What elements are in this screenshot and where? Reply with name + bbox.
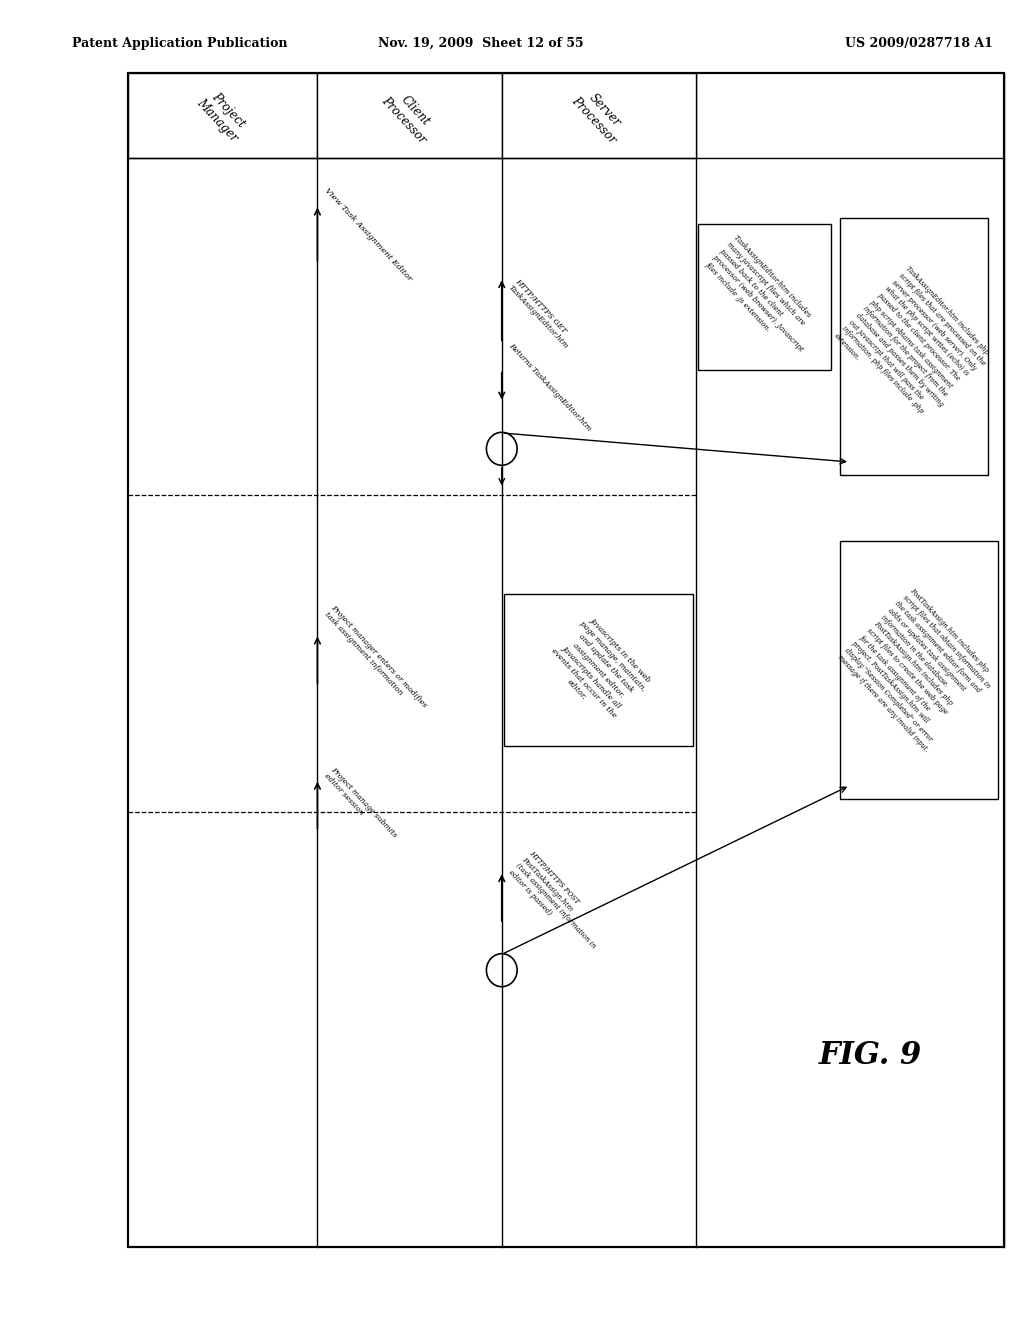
Text: HTTP/HTTPS GET
TaskAssignEditor.htm: HTTP/HTTPS GET TaskAssignEditor.htm [507,277,577,351]
Text: FIG. 9: FIG. 9 [819,1040,922,1072]
Text: Javascripts in the web
page manage, maintain,
and update the task
assignment edi: Javascripts in the web page manage, main… [543,614,654,726]
Bar [128,73,1004,1247]
Text: US 2009/0287718 A1: US 2009/0287718 A1 [846,37,993,50]
Text: Project manager enters or modifies
task assignment information: Project manager enters or modifies task … [323,605,429,715]
Text: Server
Processor: Server Processor [568,84,630,147]
Text: Nov. 19, 2009  Sheet 12 of 55: Nov. 19, 2009 Sheet 12 of 55 [379,37,584,50]
Text: Project manage submits
editor session: Project manage submits editor session [323,766,398,845]
Bar [840,218,988,475]
Text: TaskAssignEditor.htm includes php
script files that are processed on the
server : TaskAssignEditor.htm includes php script… [833,265,995,428]
Text: Project
Manager: Project Manager [195,86,251,145]
Bar [317,73,502,158]
Text: Client
Processor: Client Processor [379,84,440,147]
Text: PostTaskAssign.htm includes php
script files that obtain information in
the task: PostTaskAssign.htm includes php script f… [837,586,1001,754]
Bar [502,73,696,158]
Bar [840,541,998,799]
Text: View Task Assignment Editor: View Task Assignment Editor [323,187,413,282]
Text: Returns TaskAssignEditor.htm: Returns TaskAssignEditor.htm [507,341,593,433]
Bar [504,594,693,746]
Text: TaskAssignEditor.htm includes
many javascript files which are
passed back to the: TaskAssignEditor.htm includes many javas… [703,234,826,360]
Bar [128,73,317,158]
Text: Patent Application Publication: Patent Application Publication [72,37,287,50]
Bar [698,224,831,370]
Bar [128,73,1004,1247]
Text: HTTP/HTTPS POST
PostTaskAssign.htm
(task assignment information in
editor is pas: HTTP/HTTPS POST PostTaskAssign.htm (task… [507,849,610,957]
